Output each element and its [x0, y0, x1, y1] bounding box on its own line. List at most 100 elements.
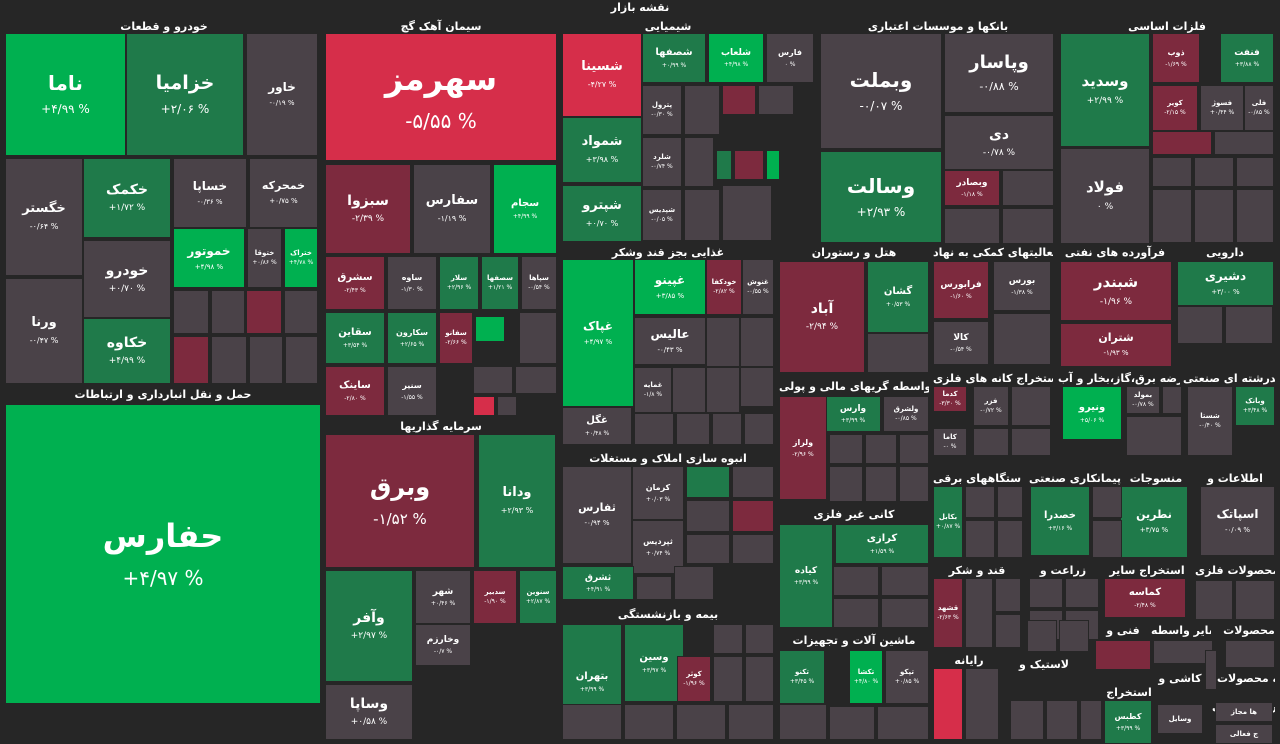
- stock-tile[interactable]: کطبس +۳/۹۹ %: [1104, 700, 1152, 744]
- stock-tile-unlabeled[interactable]: [745, 656, 774, 702]
- stock-tile[interactable]: خودکفا -۲/۸۲ %: [706, 259, 742, 315]
- stock-tile-unlabeled[interactable]: [246, 290, 282, 334]
- stock-tile[interactable]: وبانک +۳/۴۸ %: [1235, 386, 1275, 426]
- stock-tile[interactable]: ختوقا +۰/۸۶ %: [247, 228, 282, 288]
- stock-tile[interactable]: قشهد -۲/۶۳ %: [933, 578, 963, 648]
- stock-tile-unlabeled[interactable]: [732, 466, 774, 498]
- stock-tile[interactable]: سشرق -۲/۴۳ %: [325, 256, 385, 310]
- stock-tile-unlabeled[interactable]: [515, 366, 557, 394]
- stock-tile[interactable]: سنوین +۲/۸۷ %: [519, 570, 557, 624]
- stock-tile[interactable]: شهر +۰/۴۶ %: [415, 570, 471, 624]
- stock-tile-unlabeled[interactable]: [1092, 520, 1122, 558]
- stock-tile-unlabeled[interactable]: [965, 578, 993, 648]
- stock-tile[interactable]: وارس +۳/۹۹ %: [825, 396, 881, 432]
- stock-tile[interactable]: ثپردیس +۰/۷۴ %: [632, 520, 684, 574]
- stock-tile-unlabeled[interactable]: [1011, 386, 1051, 426]
- stock-tile[interactable]: بکابل +۰/۸۷ %: [933, 486, 963, 558]
- stock-tile[interactable]: ناما +۴/۹۹ %: [5, 33, 126, 156]
- stock-tile[interactable]: عالیس -۰/۴۳ %: [634, 317, 706, 365]
- stock-tile[interactable]: غپینو +۳/۸۵ %: [634, 259, 706, 315]
- stock-tile-unlabeled[interactable]: [829, 434, 863, 464]
- stock-tile[interactable]: ساینک -۲/۸۰ %: [325, 366, 385, 416]
- stock-tile[interactable]: فسوژ +۰/۴۴ %: [1200, 85, 1244, 131]
- stock-tile[interactable]: خزامیا +۲/۰۶ %: [126, 33, 244, 156]
- stock-tile-unlabeled[interactable]: [1177, 306, 1223, 344]
- stock-tile-unlabeled[interactable]: [1065, 578, 1099, 608]
- stock-tile[interactable]: خگستر -۰/۶۴ %: [5, 158, 83, 276]
- stock-tile-unlabeled[interactable]: [744, 413, 774, 445]
- stock-tile[interactable]: کالا -۰/۵۴ %: [933, 321, 989, 365]
- stock-tile[interactable]: وبصادر -۱/۱۸ %: [944, 170, 1000, 206]
- stock-tile[interactable]: خموتور +۴/۹۸ %: [173, 228, 245, 288]
- stock-tile-unlabeled[interactable]: [944, 208, 1000, 244]
- stock-tile-unlabeled[interactable]: [686, 500, 730, 532]
- stock-tile[interactable]: ثشرق +۴/۹۱ %: [562, 566, 634, 600]
- stock-tile-unlabeled[interactable]: [877, 706, 929, 740]
- stock-tile-unlabeled[interactable]: [713, 656, 743, 702]
- stock-tile-unlabeled[interactable]: [211, 336, 247, 384]
- stock-tile-unlabeled[interactable]: [973, 428, 1009, 456]
- stock-tile[interactable]: وسدید +۲/۹۹ %: [1060, 33, 1150, 147]
- stock-tile[interactable]: فولاد ۰ %: [1060, 148, 1150, 244]
- stock-tile[interactable]: ثفارس -۰/۹۴ %: [562, 466, 632, 564]
- stock-tile[interactable]: شتران -۱/۹۳ %: [1060, 323, 1172, 367]
- stock-tile-unlabeled[interactable]: [1059, 620, 1089, 652]
- stock-tile-unlabeled[interactable]: [686, 466, 730, 498]
- stock-tile-unlabeled[interactable]: [1153, 640, 1213, 664]
- stock-tile-unlabeled[interactable]: [173, 336, 209, 384]
- stock-tile[interactable]: سنیر -۱/۵۵ %: [387, 366, 437, 416]
- stock-tile-unlabeled[interactable]: [732, 500, 774, 532]
- stock-tile[interactable]: تپکو +۰/۸۵ %: [885, 650, 929, 704]
- stock-tile[interactable]: ها مجاز: [1215, 702, 1273, 722]
- stock-tile-unlabeled[interactable]: [758, 85, 794, 115]
- stock-tile-unlabeled[interactable]: [833, 566, 879, 596]
- stock-tile[interactable]: فارس ۰ %: [766, 33, 814, 83]
- stock-tile-unlabeled[interactable]: [1152, 157, 1192, 187]
- stock-tile[interactable]: سقاین +۳/۵۴ %: [325, 312, 385, 364]
- stock-tile-unlabeled[interactable]: [706, 317, 740, 367]
- stock-tile[interactable]: ساوه -۱/۳۰ %: [387, 256, 437, 310]
- stock-tile-unlabeled[interactable]: [684, 189, 720, 241]
- stock-tile-unlabeled[interactable]: [965, 520, 995, 558]
- stock-tile[interactable]: کاما -۰ %: [933, 428, 967, 456]
- stock-tile-unlabeled[interactable]: [1029, 578, 1063, 608]
- stock-tile[interactable]: کماسه -۲/۴۸ %: [1104, 578, 1186, 618]
- stock-tile-unlabeled[interactable]: [740, 317, 774, 367]
- stock-tile[interactable]: وسین +۳/۹۷ %: [624, 624, 684, 702]
- stock-tile-unlabeled[interactable]: [1194, 157, 1234, 187]
- stock-tile-unlabeled[interactable]: [284, 290, 318, 334]
- stock-tile-unlabeled[interactable]: [1002, 170, 1054, 206]
- stock-tile[interactable]: دی -۰/۷۸ %: [944, 115, 1054, 170]
- stock-tile-unlabeled[interactable]: [684, 137, 714, 187]
- stock-tile[interactable]: بمولد -۰/۷۸ %: [1126, 386, 1160, 414]
- stock-tile-unlabeled[interactable]: [865, 434, 897, 464]
- stock-tile[interactable]: حفارس +۴/۹۷ %: [5, 404, 321, 704]
- stock-tile[interactable]: خمحرکه +۰/۷۵ %: [249, 158, 318, 228]
- stock-tile[interactable]: شپدیس -۰/۰۵ %: [642, 189, 682, 241]
- stock-tile-unlabeled[interactable]: [1225, 306, 1273, 344]
- stock-tile-unlabeled[interactable]: [740, 367, 774, 407]
- stock-tile[interactable]: ونیرو +۵/۰۶ %: [1062, 386, 1122, 440]
- stock-tile-unlabeled[interactable]: [829, 466, 863, 502]
- stock-tile-unlabeled[interactable]: [636, 576, 672, 600]
- stock-tile[interactable]: غنوش -۰/۵۵ %: [742, 259, 774, 315]
- stock-tile[interactable]: ج فعالی: [1215, 724, 1273, 744]
- stock-tile-unlabeled[interactable]: [1027, 620, 1057, 652]
- stock-tile-unlabeled[interactable]: [519, 312, 557, 364]
- stock-tile[interactable]: فزر -۰/۷۲ %: [973, 386, 1009, 426]
- stock-tile[interactable]: غمایه -۱/۸ %: [634, 367, 672, 413]
- stock-tile[interactable]: شمواد +۳/۹۸ %: [562, 117, 642, 183]
- stock-tile[interactable]: وآفر +۲/۹۷ %: [325, 570, 413, 682]
- stock-tile[interactable]: وساپا +۰/۵۸ %: [325, 684, 413, 740]
- stock-tile[interactable]: کدما -۳/۳۰ %: [933, 386, 967, 412]
- stock-tile[interactable]: ولشرق -۰/۸۵ %: [883, 396, 929, 432]
- stock-tile[interactable]: کویر -۲/۱۵ %: [1152, 85, 1198, 131]
- stock-tile[interactable]: ورنا -۰/۴۷ %: [5, 278, 83, 384]
- stock-tile[interactable]: فرابورس -۱/۶۰ %: [933, 261, 989, 319]
- stock-tile-unlabeled[interactable]: [766, 150, 780, 180]
- stock-tile[interactable]: فنفت +۳/۸۸ %: [1220, 33, 1274, 83]
- stock-tile[interactable]: بورس -۱/۳۸ %: [993, 261, 1051, 311]
- stock-tile-unlabeled[interactable]: [676, 413, 710, 445]
- stock-tile[interactable]: اسپاتک -۰/۰۹ %: [1200, 486, 1275, 556]
- stock-tile-unlabeled[interactable]: [745, 624, 774, 654]
